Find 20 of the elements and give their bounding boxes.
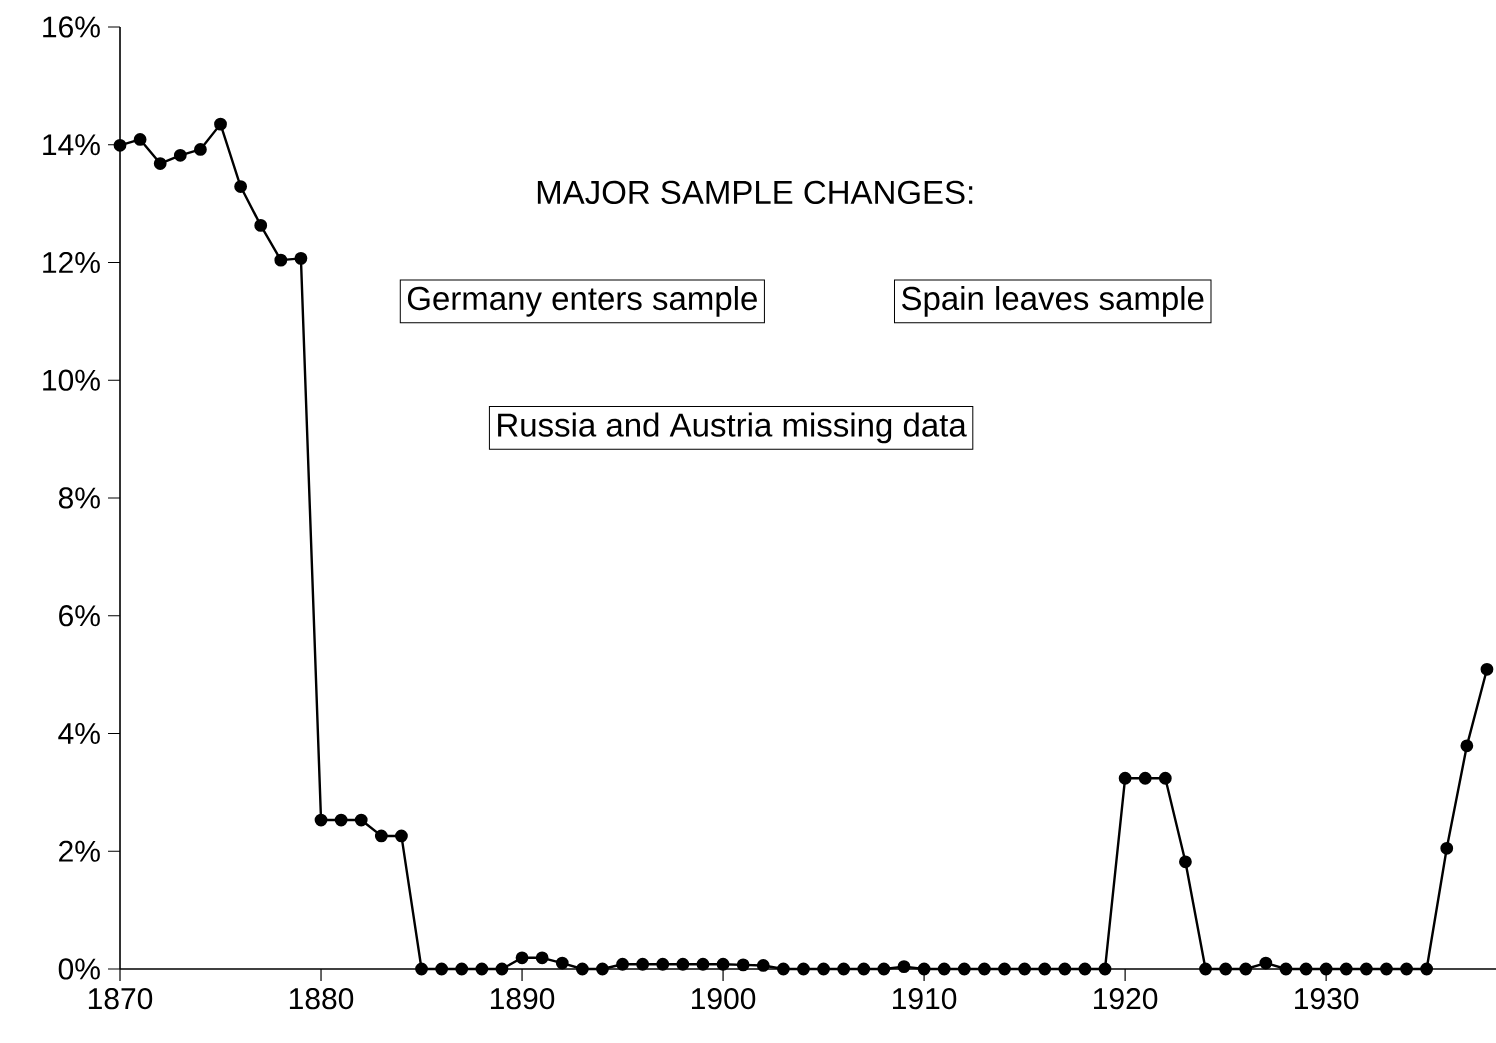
- y-tick-label: 6%: [59, 605, 100, 627]
- y-tick-label: 10%: [43, 369, 100, 391]
- x-tick-label: 1880: [289, 988, 354, 1010]
- x-tick-label: 1910: [893, 988, 957, 1010]
- x-tick-label: 1890: [490, 988, 555, 1010]
- y-tick-label: 0%: [58, 958, 100, 980]
- annotation: MAJOR SAMPLE CHANGES:: [537, 180, 973, 205]
- y-tick-label: 14%: [43, 134, 100, 156]
- annotation: Spain leaves sample: [902, 285, 1204, 317]
- y-tick-label: 8%: [58, 487, 100, 509]
- y-tick-label: 12%: [43, 251, 100, 274]
- x-tick-label: 1920: [1094, 988, 1158, 1010]
- y-tick-label: 4%: [58, 723, 100, 744]
- annotation: Russia and Austria missing data: [498, 412, 967, 444]
- x-tick-label: 1930: [1295, 988, 1359, 1010]
- x-tick-label: 1900: [691, 988, 756, 1010]
- y-tick-label: 16%: [43, 16, 100, 38]
- x-tick-label: 1870: [88, 988, 153, 1010]
- annotation: Germany enters sample: [407, 285, 757, 317]
- y-tick-label: 2%: [59, 840, 100, 862]
